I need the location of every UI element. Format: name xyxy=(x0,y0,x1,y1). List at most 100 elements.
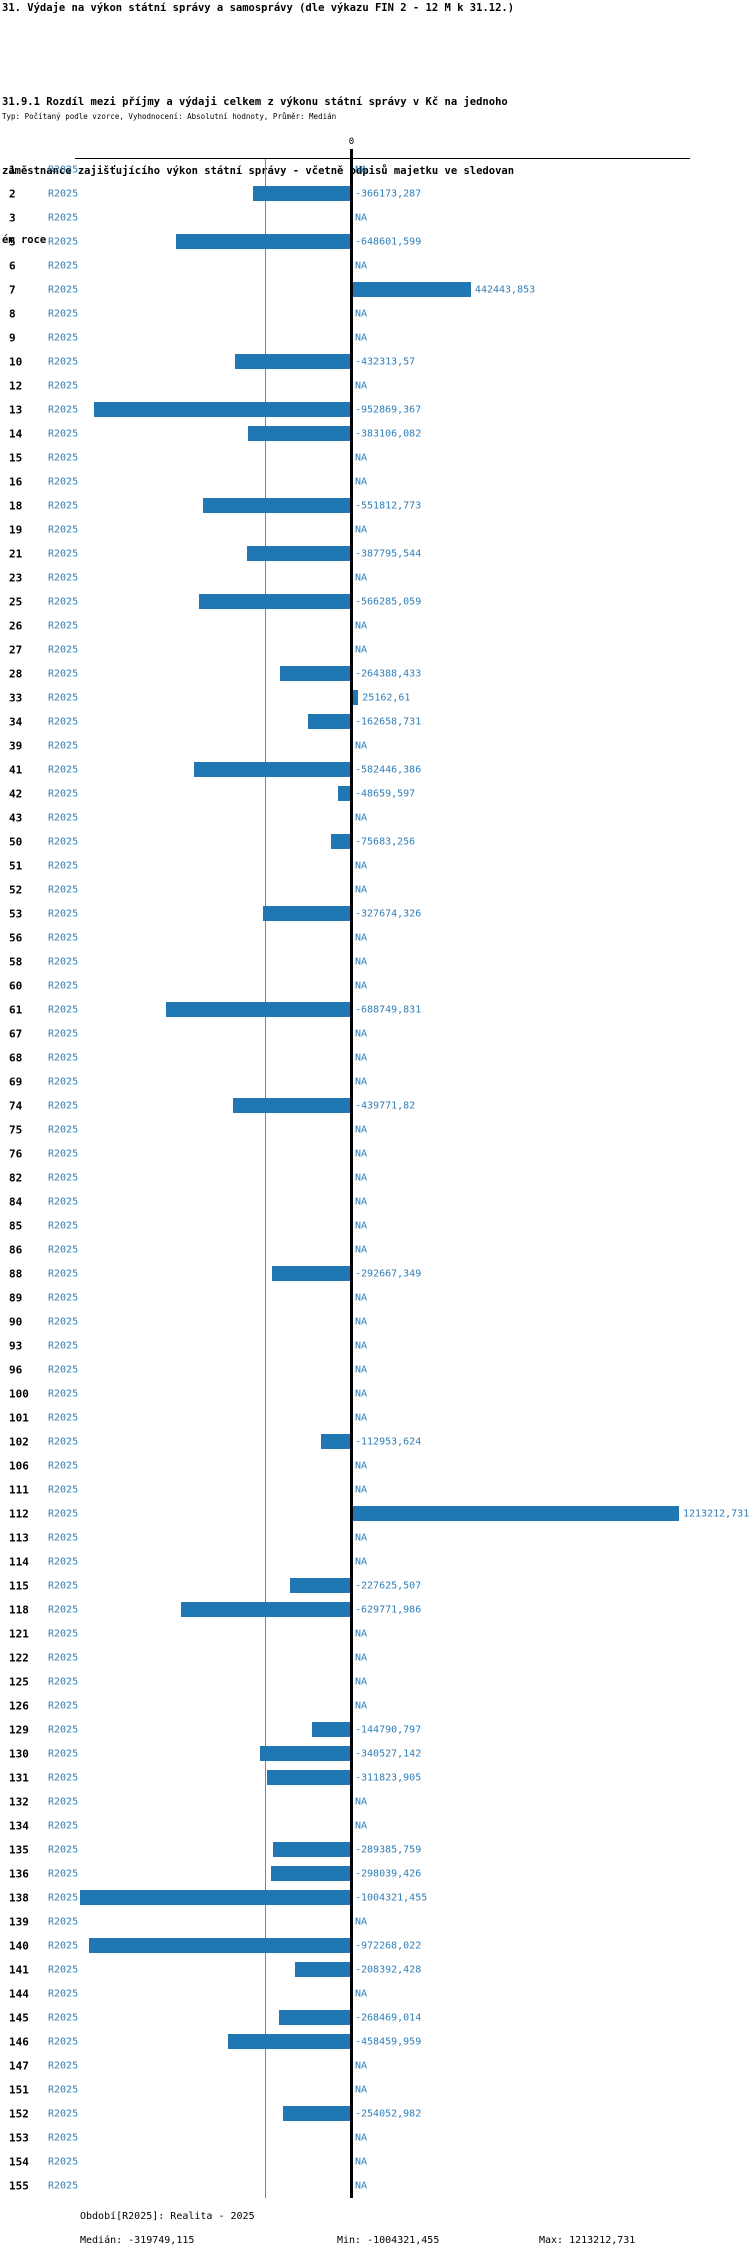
row-series-label: R2025 xyxy=(48,1724,79,1736)
row-value-label: NA xyxy=(355,212,368,224)
row-number: 34 xyxy=(9,715,23,729)
row-number: 101 xyxy=(9,1411,29,1425)
value-bar xyxy=(282,2106,352,2121)
row-value-label: NA xyxy=(355,2132,368,2144)
row-value-label: NA xyxy=(355,1796,368,1808)
chart-row: 154 R2025 NA xyxy=(0,2150,750,2174)
row-series-label: R2025 xyxy=(48,308,79,320)
row-series-label: R2025 xyxy=(48,1292,79,1304)
row-value-label: NA xyxy=(355,932,368,944)
chart-row: 1 R2025 NA xyxy=(0,158,750,182)
row-number: 68 xyxy=(9,1051,23,1065)
chart-row: 19 R2025 NA xyxy=(0,518,750,542)
row-value-label: NA xyxy=(355,1148,368,1160)
row-value-label: NA xyxy=(355,1484,368,1496)
row-value-label: -439771,82 xyxy=(355,1100,416,1112)
chart-row: 10 R2025 -432313,57 xyxy=(0,350,750,374)
value-bar xyxy=(351,1506,679,1521)
row-number: 153 xyxy=(9,2131,29,2145)
row-value-label: -289385,759 xyxy=(355,1844,422,1856)
row-number: 155 xyxy=(9,2179,29,2193)
chart-row: 68 R2025 NA xyxy=(0,1046,750,1070)
row-number: 69 xyxy=(9,1075,23,1089)
row-value-label: NA xyxy=(355,1532,368,1544)
row-series-label: R2025 xyxy=(48,1460,79,1472)
row-value-label: NA xyxy=(355,452,368,464)
row-value-label: NA xyxy=(355,308,368,320)
row-number: 74 xyxy=(9,1099,23,1113)
row-number: 111 xyxy=(9,1483,29,1497)
row-value-label: -112953,624 xyxy=(355,1436,422,1448)
row-value-label: NA xyxy=(355,1412,368,1424)
row-series-label: R2025 xyxy=(48,2180,79,2192)
chart-row: 18 R2025 -551812,773 xyxy=(0,494,750,518)
row-value-label: -952869,367 xyxy=(355,404,422,416)
row-series-label: R2025 xyxy=(48,2132,79,2144)
row-number: 50 xyxy=(9,835,23,849)
row-number: 82 xyxy=(9,1171,23,1185)
row-number: 27 xyxy=(9,643,23,657)
chart-row: 5 R2025 -648601,599 xyxy=(0,230,750,254)
row-series-label: R2025 xyxy=(48,428,79,440)
chart-row: 28 R2025 -264388,433 xyxy=(0,662,750,686)
value-bar xyxy=(252,186,352,201)
row-value-label: -208392,428 xyxy=(355,1964,422,1976)
value-bar xyxy=(165,1002,352,1017)
footer-min: Min: -1004321,455 xyxy=(337,2235,440,2246)
row-value-label: -48659,597 xyxy=(355,788,416,800)
row-series-label: R2025 xyxy=(48,1124,79,1136)
chart-row: 145 R2025 -268469,014 xyxy=(0,2006,750,2030)
meta-line: Typ: Počítaný podle vzorce, Vyhodnocení:… xyxy=(2,112,337,121)
row-series-label: R2025 xyxy=(48,164,79,176)
row-series-label: R2025 xyxy=(48,212,79,224)
row-value-label: NA xyxy=(355,1820,368,1832)
chart-rows: 1 R2025 NA 2 R2025 -366173,287 3 R2025 NA 5 R2025 -… xyxy=(0,158,750,2198)
row-series-label: R2025 xyxy=(48,1316,79,1328)
value-bar xyxy=(351,282,471,297)
value-bar xyxy=(248,426,352,441)
row-number: 39 xyxy=(9,739,23,753)
row-value-label: -327674,326 xyxy=(355,908,422,920)
row-series-label: R2025 xyxy=(48,1604,79,1616)
value-bar xyxy=(351,690,359,705)
row-number: 3 xyxy=(9,211,16,225)
row-number: 146 xyxy=(9,2035,29,2049)
row-number: 1 xyxy=(9,163,16,177)
row-series-label: R2025 xyxy=(48,236,79,248)
row-number: 67 xyxy=(9,1027,23,1041)
row-value-label: NA xyxy=(355,860,368,872)
row-value-label: -311823,905 xyxy=(355,1772,422,1784)
row-value-label: -648601,599 xyxy=(355,236,422,248)
value-bar xyxy=(246,546,352,561)
chart-row: 25 R2025 -566285,059 xyxy=(0,590,750,614)
row-series-label: R2025 xyxy=(48,1172,79,1184)
row-number: 58 xyxy=(9,955,23,969)
value-bar xyxy=(234,354,352,369)
row-number: 106 xyxy=(9,1459,29,1473)
row-series-label: R2025 xyxy=(48,1676,79,1688)
row-series-label: R2025 xyxy=(48,1076,79,1088)
row-series-label: R2025 xyxy=(48,980,79,992)
chart-row: 15 R2025 NA xyxy=(0,446,750,470)
row-series-label: R2025 xyxy=(48,668,79,680)
value-bar xyxy=(80,1890,352,1905)
row-number: 41 xyxy=(9,763,23,777)
subtitle-line-3: ém roce xyxy=(2,234,47,246)
chart-row: 155 R2025 NA xyxy=(0,2174,750,2198)
chart-row: 7 R2025 442443,853 xyxy=(0,278,750,302)
row-number: 136 xyxy=(9,1867,29,1881)
row-value-label: -227625,507 xyxy=(355,1580,422,1592)
row-value-label: NA xyxy=(355,980,368,992)
row-number: 154 xyxy=(9,2155,29,2169)
chart-row: 136 R2025 -298039,426 xyxy=(0,1862,750,1886)
row-number: 7 xyxy=(9,283,16,297)
row-number: 76 xyxy=(9,1147,23,1161)
row-series-label: R2025 xyxy=(48,1268,79,1280)
chart-row: 115 R2025 -227625,507 xyxy=(0,1574,750,1598)
row-number: 147 xyxy=(9,2059,29,2073)
row-value-label: NA xyxy=(355,1028,368,1040)
chart-row: 34 R2025 -162658,731 xyxy=(0,710,750,734)
row-series-label: R2025 xyxy=(48,1772,79,1784)
row-number: 51 xyxy=(9,859,23,873)
chart-row: 152 R2025 -254052,982 xyxy=(0,2102,750,2126)
